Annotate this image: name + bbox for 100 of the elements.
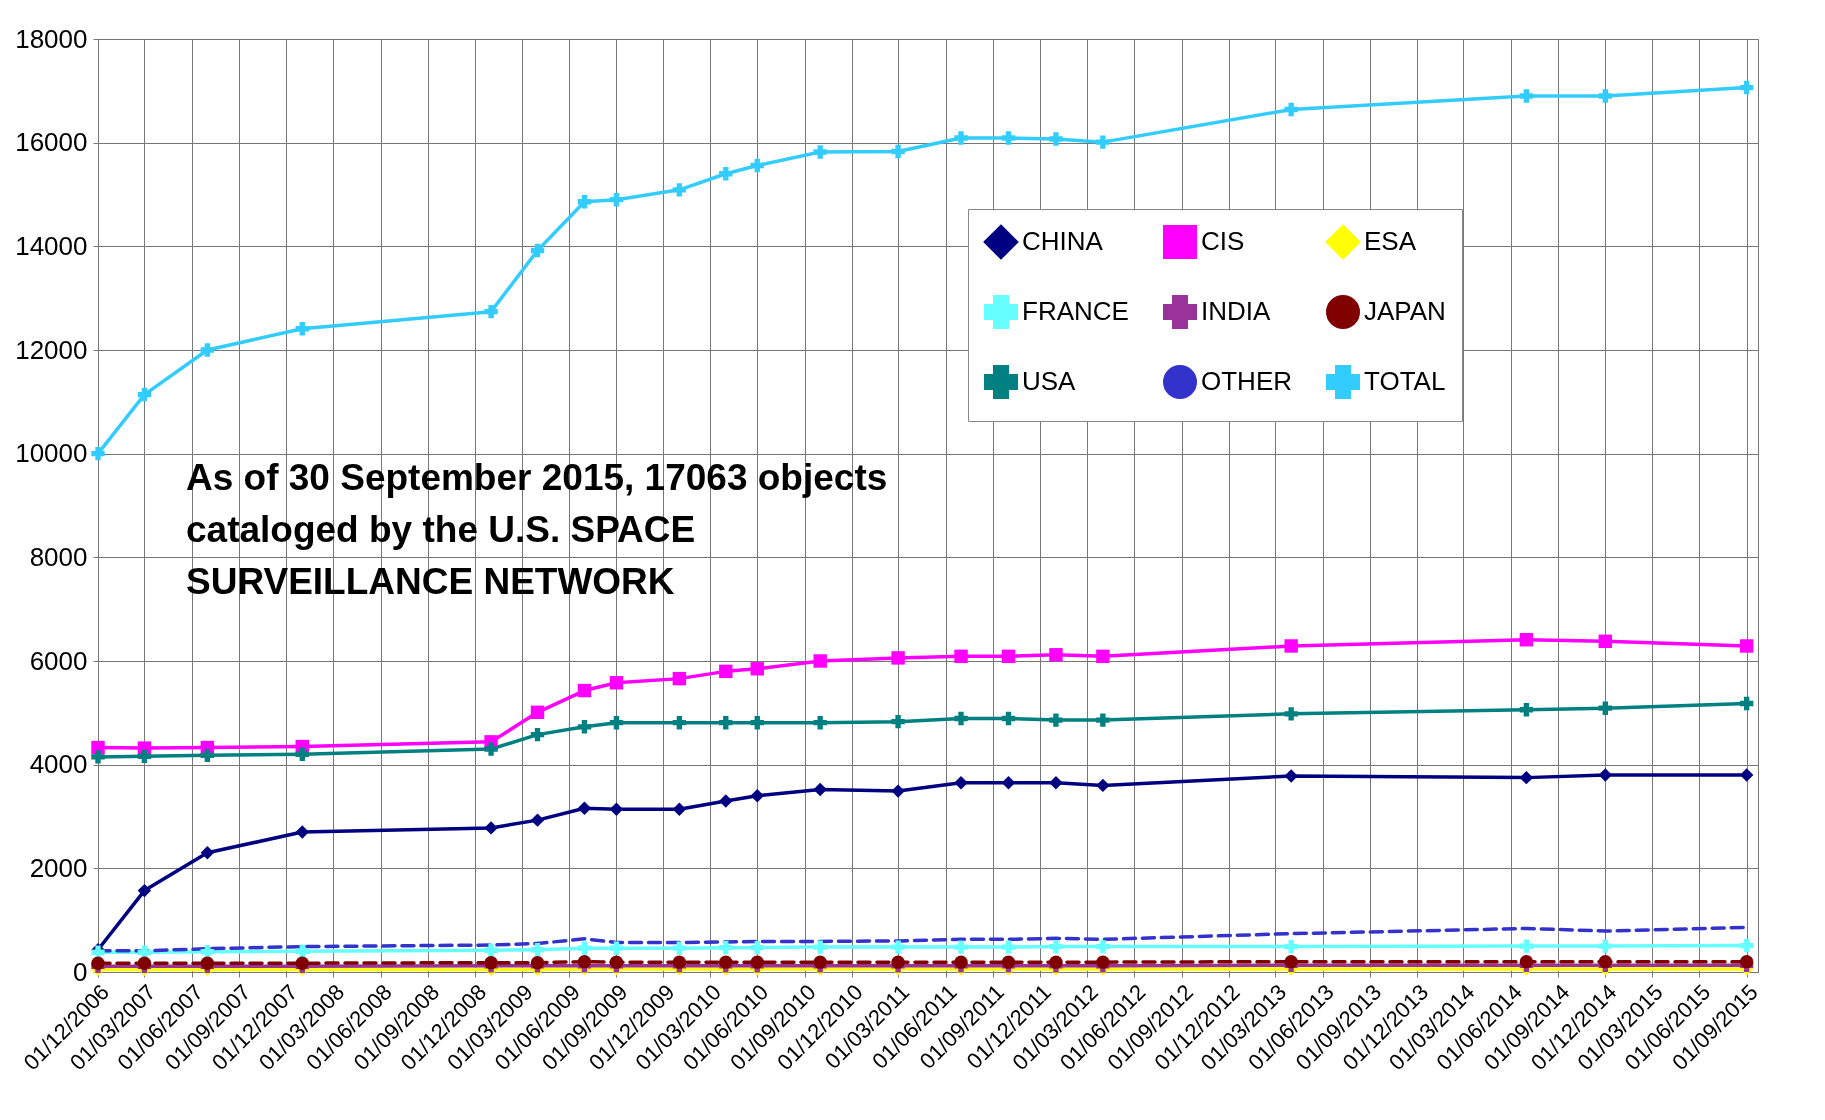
point xyxy=(1284,939,1298,954)
legend-label: FRANCE xyxy=(1022,296,1129,326)
point xyxy=(813,940,827,954)
point xyxy=(295,322,309,336)
point xyxy=(813,955,827,969)
point xyxy=(954,940,968,954)
point xyxy=(672,671,687,686)
point xyxy=(750,158,764,173)
point xyxy=(609,941,624,955)
point xyxy=(1284,102,1298,117)
point xyxy=(813,145,827,159)
point xyxy=(750,955,764,969)
point xyxy=(1049,955,1063,969)
point xyxy=(1049,132,1063,146)
point xyxy=(891,940,905,954)
legend-label: TOTAL xyxy=(1364,366,1446,396)
point xyxy=(954,776,968,790)
point xyxy=(1096,955,1110,969)
point xyxy=(719,167,733,181)
point xyxy=(91,750,105,764)
point xyxy=(1598,89,1613,103)
point xyxy=(672,802,687,816)
point xyxy=(1096,649,1110,664)
point xyxy=(672,183,687,197)
point xyxy=(609,192,624,207)
point xyxy=(891,784,905,798)
annotation: As of 30 September 2015, 17063 objects cataloged by the U.S. SPACE SURVEILLANCE NETWORK xyxy=(186,456,889,604)
point xyxy=(577,801,592,815)
point xyxy=(1598,701,1613,715)
point xyxy=(1049,648,1063,662)
point xyxy=(813,782,827,797)
point xyxy=(577,683,592,698)
legend-label: CHINA xyxy=(1022,226,1104,256)
point xyxy=(813,715,827,730)
point xyxy=(577,720,592,734)
point xyxy=(719,664,733,679)
point xyxy=(295,747,309,762)
point xyxy=(1001,711,1016,726)
point xyxy=(954,131,968,145)
point xyxy=(954,649,968,664)
point xyxy=(1001,776,1016,790)
point xyxy=(1519,703,1534,717)
point xyxy=(891,144,905,159)
point xyxy=(577,941,592,955)
point xyxy=(1598,768,1613,782)
point xyxy=(1739,696,1754,711)
point xyxy=(530,813,545,827)
point xyxy=(137,387,152,402)
point xyxy=(1096,778,1110,793)
point xyxy=(137,883,152,898)
point xyxy=(609,676,624,690)
y-tick-label: 8000 xyxy=(29,541,88,572)
point xyxy=(750,715,764,730)
point xyxy=(484,742,498,756)
point xyxy=(1001,131,1016,145)
point xyxy=(1001,940,1016,954)
point xyxy=(719,794,733,808)
point xyxy=(1739,768,1754,782)
point xyxy=(750,789,764,803)
point xyxy=(530,243,545,258)
point xyxy=(672,941,687,955)
legend-label: ESA xyxy=(1364,226,1417,256)
point xyxy=(295,825,309,839)
point xyxy=(91,446,105,461)
point xyxy=(577,954,592,969)
point xyxy=(609,802,624,816)
point xyxy=(1739,954,1754,969)
legend-label: INDIA xyxy=(1201,296,1271,326)
point xyxy=(1519,954,1534,969)
point xyxy=(719,715,733,730)
point xyxy=(1519,939,1534,953)
point xyxy=(1001,955,1016,969)
point xyxy=(200,748,215,763)
point xyxy=(750,662,764,676)
point xyxy=(954,955,968,969)
point xyxy=(813,654,827,668)
point xyxy=(750,940,764,955)
point xyxy=(1096,713,1110,727)
point xyxy=(891,955,905,969)
point xyxy=(672,955,687,969)
point xyxy=(1284,769,1298,783)
point xyxy=(484,821,498,835)
point xyxy=(1519,633,1534,647)
point xyxy=(1598,954,1613,969)
point xyxy=(200,343,215,357)
point xyxy=(1598,939,1613,953)
y-tick-label: 2000 xyxy=(29,852,88,883)
point xyxy=(1049,939,1063,954)
point xyxy=(609,715,624,730)
point xyxy=(672,715,687,730)
point xyxy=(137,749,152,764)
y-tick-label: 6000 xyxy=(29,645,88,676)
point xyxy=(1284,639,1298,653)
legend-label: CIS xyxy=(1201,226,1245,256)
point xyxy=(891,714,905,729)
point xyxy=(1739,639,1754,653)
point xyxy=(891,651,905,665)
point xyxy=(530,705,545,720)
point xyxy=(1519,89,1534,103)
y-tick-label: 10000 xyxy=(15,438,88,469)
